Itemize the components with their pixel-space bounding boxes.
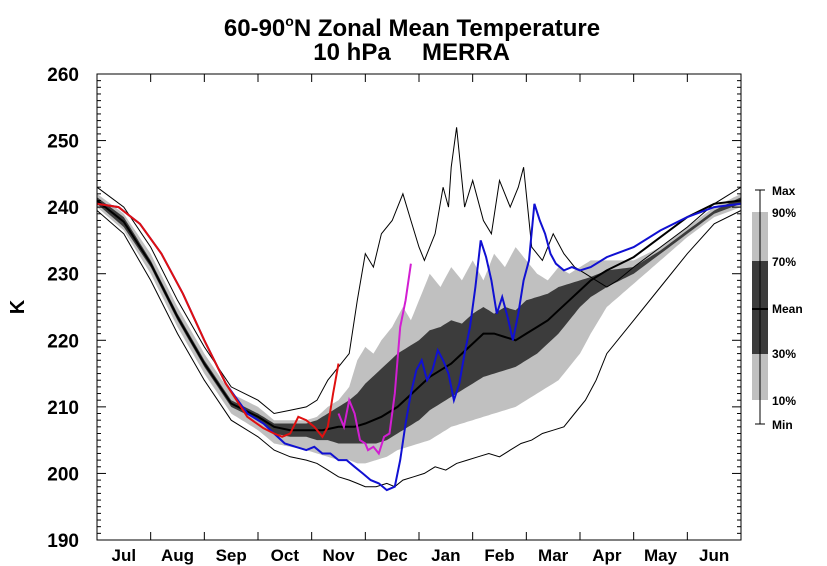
chart-title-main: 60-90	[224, 15, 285, 42]
legend-label-70: 70%	[772, 255, 796, 269]
legend-label-min: Min	[772, 418, 793, 432]
chart-subtitle-dataset: MERRA	[422, 39, 510, 66]
percentile-legend: Max 90% 70% Mean 30% 10% Min	[752, 184, 803, 432]
month-labels: Jul Aug Sep Oct Nov Dec Jan Feb Mar Apr May Jun	[112, 546, 730, 565]
legend-label-30: 30%	[772, 347, 796, 361]
y-tick-label: 210	[47, 398, 79, 419]
series-max-line	[96, 127, 742, 415]
month-label: Feb	[484, 546, 514, 565]
month-label: Jan	[431, 546, 460, 565]
chart-title-rest: N Zonal Mean Temperature	[294, 15, 600, 42]
month-label: Sep	[216, 546, 247, 565]
series-blue-line	[96, 202, 742, 492]
band-30-70	[97, 197, 741, 444]
month-label: Aug	[161, 546, 194, 565]
y-tick-label: 190	[47, 531, 79, 552]
y-tick-label: 240	[47, 198, 79, 219]
month-label: Jul	[112, 546, 137, 565]
month-label: Nov	[322, 546, 355, 565]
y-axis-label: K	[7, 299, 29, 314]
plot-axes	[96, 73, 742, 541]
month-label: Jun	[699, 546, 729, 565]
y-tick-label: 250	[47, 132, 79, 153]
series-magenta-line	[337, 263, 412, 456]
month-label: Oct	[271, 546, 300, 565]
y-tick-label: 200	[47, 464, 79, 485]
series-lines	[96, 127, 742, 492]
month-label: Dec	[377, 546, 408, 565]
percentile-bands	[97, 193, 741, 464]
y-tick-label: 260	[47, 65, 79, 86]
legend-label-mean: Mean	[772, 302, 803, 316]
series-red-line	[96, 202, 340, 439]
month-label: Apr	[592, 546, 622, 565]
series-min-line	[96, 210, 742, 488]
month-label: Mar	[538, 546, 569, 565]
band-10-90	[97, 193, 741, 464]
legend-label-max: Max	[772, 184, 796, 198]
y-tick-label: 220	[47, 331, 79, 352]
month-label: May	[644, 546, 678, 565]
legend-label-10: 10%	[772, 394, 796, 408]
y-tick-labels: 190 200 210 220 230 240 250 260	[47, 65, 79, 552]
chart-title: 60-90oN Zonal Mean Temperature	[224, 13, 600, 42]
legend-label-90: 90%	[772, 206, 796, 220]
y-tick-label: 230	[47, 265, 79, 286]
chart-subtitle-level: 10 hPa	[313, 39, 391, 66]
chart-title-degree: o	[285, 13, 294, 29]
